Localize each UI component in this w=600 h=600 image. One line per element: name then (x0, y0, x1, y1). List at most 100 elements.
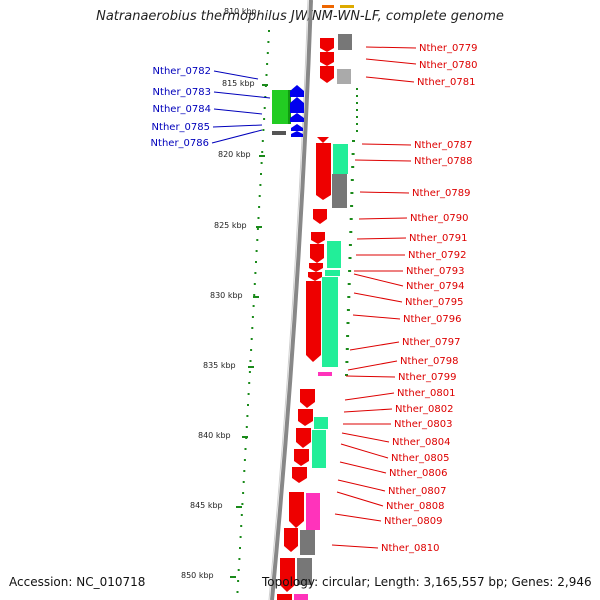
reverse-gene-labels: Nther_0782 Nther_0783 Nther_0784 Nther_0785… (151, 66, 211, 149)
leader-line (365, 58, 417, 65)
gene-label-nther-0794[interactable]: Nther_0794 (406, 281, 464, 292)
gene-arrow (316, 143, 331, 200)
scale-dot (347, 283, 351, 285)
leader-line (361, 143, 412, 146)
scale-dot (253, 294, 256, 296)
gene-label-nther-0809[interactable]: Nther_0809 (384, 516, 442, 527)
scale-dot (346, 322, 350, 324)
gene-block (288, 90, 291, 124)
gene-label-nther-0787[interactable]: Nther_0787 (414, 140, 472, 151)
gene-block (300, 530, 315, 555)
scale-dot (349, 231, 353, 233)
scale-dot (350, 179, 354, 181)
scale-dot (347, 296, 351, 298)
gene-label-nther-0795[interactable]: Nther_0795 (405, 297, 463, 308)
gene-label-nther-0782[interactable]: Nther_0782 (153, 66, 211, 77)
leader-line (365, 46, 417, 49)
gene-label-nther-0783[interactable]: Nther_0783 (153, 87, 211, 98)
scale-tick (230, 576, 236, 578)
scale-dot (263, 107, 266, 109)
gene-label-nther-0796[interactable]: Nther_0796 (403, 314, 461, 325)
scale-tick (236, 506, 242, 508)
scale-dot (255, 261, 257, 263)
leader-line (344, 392, 395, 401)
gene-label-nther-0784[interactable]: Nther_0784 (153, 104, 211, 115)
gene-label-nther-0792[interactable]: Nther_0792 (408, 250, 466, 261)
scale-dot (237, 580, 240, 582)
gene-label-nther-0791[interactable]: Nther_0791 (409, 233, 467, 244)
gene-label-nther-0789[interactable]: Nther_0789 (412, 188, 470, 199)
scale-label: 850 kbp (181, 571, 214, 580)
gene-label-nther-0798[interactable]: Nther_0798 (400, 356, 458, 367)
gene-block (306, 493, 320, 530)
scale-dot (256, 239, 259, 241)
gene-block (312, 430, 326, 468)
scale-dot (345, 348, 349, 350)
gene-label-nther-0810[interactable]: Nther_0810 (381, 543, 439, 554)
gene-label-nther-0781[interactable]: Nther_0781 (417, 77, 475, 88)
gene-block (277, 594, 292, 600)
reverse-strand-genes (272, 85, 304, 137)
gene-label-nther-0805[interactable]: Nther_0805 (391, 453, 449, 464)
scale-dot (238, 558, 241, 560)
scale-dot (346, 335, 350, 337)
label-leader-lines (211, 46, 417, 549)
gene-arrow (310, 244, 324, 263)
leader-line (336, 491, 384, 507)
gene-label-nther-0786[interactable]: Nther_0786 (151, 138, 209, 149)
gene-block (294, 594, 308, 600)
gene-label-nther-0808[interactable]: Nther_0808 (386, 501, 444, 512)
scale-dot (246, 415, 249, 417)
gene-label-nther-0802[interactable]: Nther_0802 (395, 404, 453, 415)
scale-dot (242, 492, 245, 494)
gene-label-nther-0780[interactable]: Nther_0780 (419, 60, 477, 71)
scale-dot (350, 192, 354, 194)
gene-label-nther-0804[interactable]: Nther_0804 (392, 437, 450, 448)
gene-arrow (306, 281, 321, 362)
gene-label-nther-0797[interactable]: Nther_0797 (402, 337, 460, 348)
gene-arrow (308, 272, 322, 281)
accession-text: Accession: NC_010718 (9, 575, 146, 589)
leader-line (334, 513, 382, 522)
leader-line (212, 124, 263, 128)
gene-block (314, 417, 328, 429)
leader-line (353, 273, 404, 287)
gene-label-nther-0807[interactable]: Nther_0807 (388, 486, 446, 497)
scale-dot (266, 52, 269, 54)
gene-label-nther-0803[interactable]: Nther_0803 (394, 419, 452, 430)
scale-dot (265, 74, 268, 76)
gene-label-nther-0806[interactable]: Nther_0806 (389, 468, 447, 479)
scale-dot (261, 140, 264, 142)
gene-arrow (291, 124, 303, 131)
gene-label-nther-0799[interactable]: Nther_0799 (398, 372, 456, 383)
leader-line (331, 544, 379, 549)
gene-arrow (290, 85, 304, 97)
leader-line (353, 292, 403, 303)
scale-dot (239, 536, 242, 538)
scale-dot (259, 184, 262, 186)
scale-dot (260, 162, 263, 164)
gene-label-nther-0793[interactable]: Nther_0793 (406, 266, 464, 277)
scale-dotted-line (236, 30, 358, 593)
scale-dot (258, 206, 261, 208)
scale-dot (249, 360, 252, 362)
scale-dot (345, 361, 349, 363)
scale-dot (266, 63, 269, 65)
scale-label: 845 kbp (190, 501, 223, 510)
scale-dot (245, 426, 248, 428)
scale-dot (243, 470, 246, 472)
leader-line (343, 408, 393, 413)
leader-line (354, 159, 412, 162)
gene-label-nther-0785[interactable]: Nther_0785 (152, 122, 210, 133)
gene-label-nther-0801[interactable]: Nther_0801 (397, 388, 455, 399)
gene-label-nther-0790[interactable]: Nther_0790 (410, 213, 468, 224)
scale-dot (260, 173, 262, 175)
scale-dot (250, 349, 253, 351)
scale-dot (258, 195, 261, 197)
scale-tick (242, 436, 248, 438)
gene-label-nther-0788[interactable]: Nther_0788 (414, 156, 472, 167)
gene-arrow (298, 409, 313, 426)
genome-backbone-highlight (268, 0, 309, 600)
gene-label-nther-0779[interactable]: Nther_0779 (419, 43, 477, 54)
scale-label: 840 kbp (198, 431, 231, 440)
